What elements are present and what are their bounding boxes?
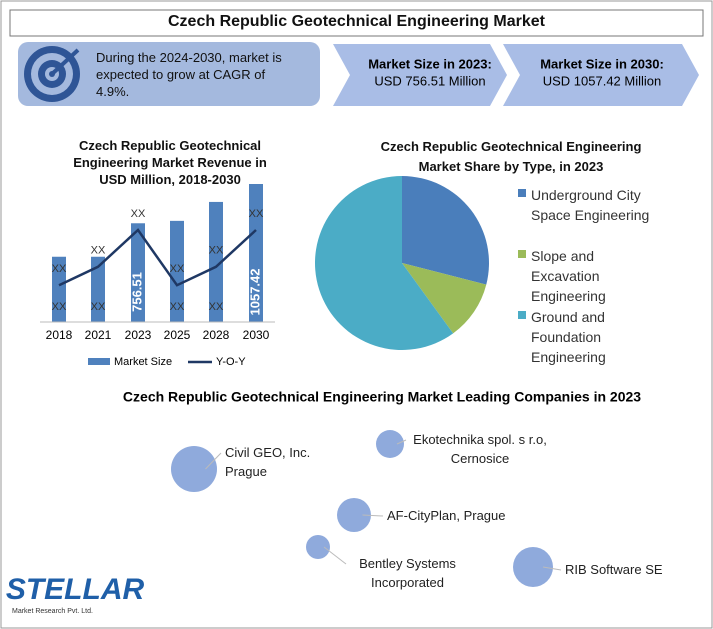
bar: [52, 256, 66, 322]
data-label: 1057.42: [247, 269, 262, 316]
pie-slice: [402, 263, 487, 334]
company-name: RIB Software SE: [565, 562, 663, 577]
company-bubble: [306, 535, 330, 559]
x-tick-label: 2021: [85, 328, 112, 342]
leader-line: [542, 566, 562, 571]
x-tick-label: 2028: [203, 328, 230, 342]
company-name: Bentley Systems Incorporated: [359, 556, 456, 590]
data-label: 756.51: [129, 272, 144, 312]
title-box: [9, 9, 704, 37]
companies-title: Czech Republic Geotechnical Engineering …: [123, 389, 641, 405]
company-bubble: [513, 547, 553, 587]
data-label: XX: [209, 301, 224, 313]
company-name: AF-CityPlan, Prague: [387, 508, 506, 523]
data-label: XX: [249, 208, 264, 220]
company-bubble: [337, 498, 371, 532]
legend-label: Y-O-Y: [216, 356, 246, 368]
chart-title: Czech Republic Geotechnical Engineering …: [380, 139, 642, 174]
data-label: XX: [52, 301, 67, 313]
data-label: XX: [52, 263, 67, 275]
legend-swatch: [518, 250, 526, 258]
legend-label: Market Size: [114, 356, 172, 368]
legend-swatch: [518, 189, 526, 197]
data-label: XX: [170, 263, 185, 275]
chart-title: Czech Republic Geotechnical Engineering …: [73, 138, 267, 187]
legend-swatch: [88, 358, 110, 365]
data-label: XX: [131, 208, 146, 220]
stat-chevron: [503, 44, 699, 106]
highlight-text: During the 2024-2030, market is expected…: [96, 50, 282, 99]
logo-tagline: Market Research Pvt. Ltd.: [12, 608, 93, 615]
data-label: XX: [170, 301, 185, 313]
data-label: XX: [91, 301, 106, 313]
highlight-box: [18, 42, 320, 106]
stat-label: Market Size in 2023:: [368, 56, 492, 71]
bar: [209, 201, 223, 322]
company-bubble: [376, 430, 404, 458]
target-icon: [24, 46, 80, 102]
legend-label: Underground City Space Engineering: [531, 187, 650, 223]
leader-line: [323, 546, 347, 565]
leader-line: [362, 514, 384, 517]
leader-line: [205, 452, 222, 470]
line: [58, 228, 257, 287]
company-bubble: [171, 446, 217, 492]
legend-swatch: [518, 311, 526, 319]
stat-label: Market Size in 2030:: [540, 56, 664, 71]
bar: [249, 184, 263, 322]
legend-label: Slope and Excavation Engineering: [531, 248, 606, 304]
stat-value: USD 756.51 Million: [374, 73, 485, 88]
x-tick-label: 2025: [164, 328, 191, 342]
logo-name: STELLAR: [6, 573, 145, 606]
data-label: XX: [91, 245, 106, 257]
leader-line: [396, 439, 407, 445]
data-label: XX: [209, 245, 224, 257]
bar: [91, 256, 105, 322]
bar: [131, 223, 145, 322]
company-name: Ekotechnika spol. s r.o, Cernosice: [413, 432, 547, 466]
x-tick-label: 2030: [243, 328, 270, 342]
stat-value: USD 1057.42 Million: [543, 73, 662, 88]
x-tick-label: 2018: [46, 328, 73, 342]
stat-chevron: [333, 44, 507, 106]
bar: [170, 220, 184, 322]
title: Czech Republic Geotechnical Engineering …: [168, 13, 545, 30]
legend-label: Ground and Foundation Engineering: [531, 309, 606, 365]
x-tick-label: 2023: [125, 328, 152, 342]
company-name: Civil GEO, Inc. Prague: [225, 445, 311, 479]
pie-slice: [402, 176, 489, 285]
pie-slice: [315, 176, 454, 350]
